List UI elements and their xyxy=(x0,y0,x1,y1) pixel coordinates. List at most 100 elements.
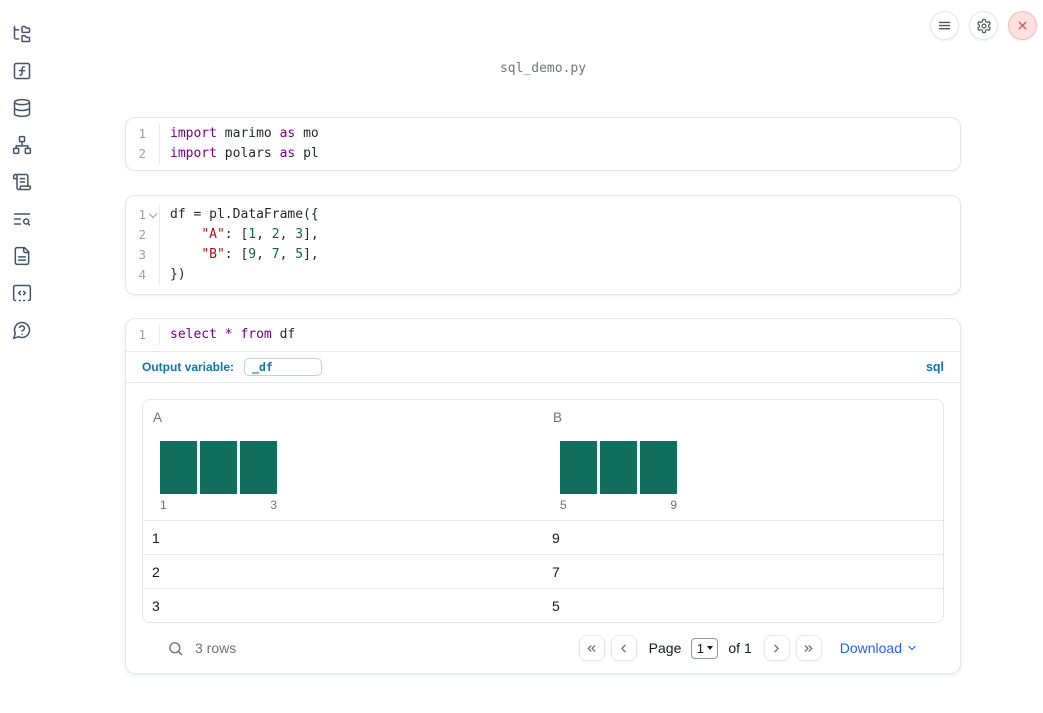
line-number: 1 xyxy=(138,207,146,222)
page-of-label: of 1 xyxy=(728,640,752,656)
histogram-bars xyxy=(560,441,677,494)
last-page-button[interactable] xyxy=(795,635,822,661)
code-line: 4}) xyxy=(126,265,960,285)
close-x-icon xyxy=(1018,21,1027,30)
code-cell-imports[interactable]: 1 import marimo as mo 2 import polars as pl xyxy=(125,117,961,171)
code-text: import marimo as mo xyxy=(170,126,319,141)
fold-chevron-icon[interactable] xyxy=(146,205,159,225)
code-line: 1 df = pl.DataFrame({ xyxy=(126,205,960,225)
column-a-histogram: 1 3 xyxy=(160,441,277,512)
line-number-gutter: 1 xyxy=(126,124,160,144)
fold-spacer xyxy=(146,265,159,285)
line-number-gutter: 2 xyxy=(126,225,160,245)
result-table: A 1 3 B xyxy=(142,399,944,623)
sql-output-area: A 1 3 B xyxy=(126,382,960,673)
log-search-icon[interactable] xyxy=(12,209,32,229)
code-line: 1 select * from df xyxy=(126,325,960,345)
chevrons-left-icon xyxy=(587,644,596,652)
line-number: 4 xyxy=(138,267,146,282)
file-tree-icon[interactable] xyxy=(12,24,32,44)
page-select[interactable]: 1 xyxy=(691,637,719,659)
histogram-bar xyxy=(560,441,597,494)
scroll-icon[interactable] xyxy=(12,172,32,192)
output-variable-label: Output variable: xyxy=(142,360,235,374)
first-page-button[interactable] xyxy=(578,635,605,661)
column-header-a: A 1 3 xyxy=(143,400,543,520)
document-icon[interactable] xyxy=(12,246,32,266)
line-number: 3 xyxy=(138,247,146,262)
table-cell: 5 xyxy=(552,597,560,614)
output-variable-input[interactable] xyxy=(244,358,323,376)
search-icon[interactable] xyxy=(167,640,184,657)
pagination: Page 1 of 1 Download xyxy=(578,635,918,661)
histogram-bar xyxy=(160,441,197,494)
database-icon[interactable] xyxy=(12,98,32,118)
table-footer-left: 3 rows xyxy=(167,640,236,657)
histogram-axis-labels: 1 3 xyxy=(160,498,277,512)
snippets-icon[interactable] xyxy=(12,283,32,303)
column-name: A xyxy=(153,410,163,425)
table-header: A 1 3 B xyxy=(143,400,943,520)
table-cell: 2 xyxy=(152,563,160,580)
histogram-bar xyxy=(600,441,637,494)
download-label: Download xyxy=(839,640,902,656)
function-square-icon[interactable] xyxy=(12,61,32,81)
chevrons-right-icon xyxy=(804,644,813,652)
fold-spacer xyxy=(146,245,159,265)
table-footer: 3 rows Page 1 of 1 xyxy=(142,623,944,673)
column-b-histogram: 5 9 xyxy=(560,441,677,512)
menu-icon xyxy=(938,21,951,30)
notebook-filename: sql_demo.py xyxy=(499,61,587,76)
code-line: 3 "B": [9, 7, 5], xyxy=(126,245,960,265)
top-right-controls xyxy=(930,11,1037,40)
menu-button[interactable] xyxy=(930,11,959,40)
sql-editor[interactable]: 1 select * from df xyxy=(126,319,960,351)
code-line: 2 "A": [1, 2, 3], xyxy=(126,225,960,245)
row-count: 3 rows xyxy=(195,640,237,656)
download-button[interactable]: Download xyxy=(840,640,918,656)
histogram-bar xyxy=(200,441,237,494)
next-page-button[interactable] xyxy=(763,635,790,661)
fold-spacer xyxy=(146,325,159,345)
histogram-bar xyxy=(240,441,277,494)
fold-spacer xyxy=(146,124,159,144)
table-cell: 7 xyxy=(552,563,560,580)
settings-gear-icon xyxy=(976,18,991,33)
chevron-right-icon xyxy=(774,644,780,652)
line-number-gutter: 1 xyxy=(126,325,160,345)
code-text: "B": [9, 7, 5], xyxy=(201,247,319,262)
code-text: "A": [1, 2, 3], xyxy=(201,227,319,242)
notebook-content: sql_demo.py 1 import marimo as mo 2 import … xyxy=(125,0,961,674)
settings-button[interactable] xyxy=(969,11,998,40)
histogram-bar xyxy=(640,441,677,494)
axis-min-label: 5 xyxy=(560,498,567,512)
axis-min-label: 1 xyxy=(160,498,167,512)
code-text: df = pl.DataFrame({ xyxy=(170,207,319,222)
close-button[interactable] xyxy=(1008,11,1037,40)
code-cell-dataframe[interactable]: 1 df = pl.DataFrame({2 "A": [1, 2, 3], 3 "… xyxy=(125,195,961,295)
page-label: Page xyxy=(648,640,682,656)
dependency-graph-icon[interactable] xyxy=(12,135,32,155)
fold-spacer xyxy=(146,225,159,245)
line-number-gutter: 1 xyxy=(126,205,160,225)
previous-page-button[interactable] xyxy=(610,635,637,661)
select-caret-icon xyxy=(706,646,713,650)
fold-spacer xyxy=(146,144,159,164)
column-name: B xyxy=(553,410,563,425)
line-number: 2 xyxy=(138,146,146,161)
sql-cell-card: 1 select * from df Output variable: sql A… xyxy=(125,318,961,674)
axis-max-label: 3 xyxy=(270,498,277,512)
chevron-left-icon xyxy=(621,644,626,652)
line-number: 2 xyxy=(138,227,146,242)
histogram-axis-labels: 5 9 xyxy=(560,498,677,512)
help-bubble-icon[interactable] xyxy=(12,320,32,340)
left-sidebar xyxy=(0,0,44,713)
line-number-gutter: 3 xyxy=(126,245,160,265)
code-text: select * from df xyxy=(170,327,296,342)
table-cell: 9 xyxy=(552,529,560,546)
line-number-gutter: 4 xyxy=(126,265,160,285)
